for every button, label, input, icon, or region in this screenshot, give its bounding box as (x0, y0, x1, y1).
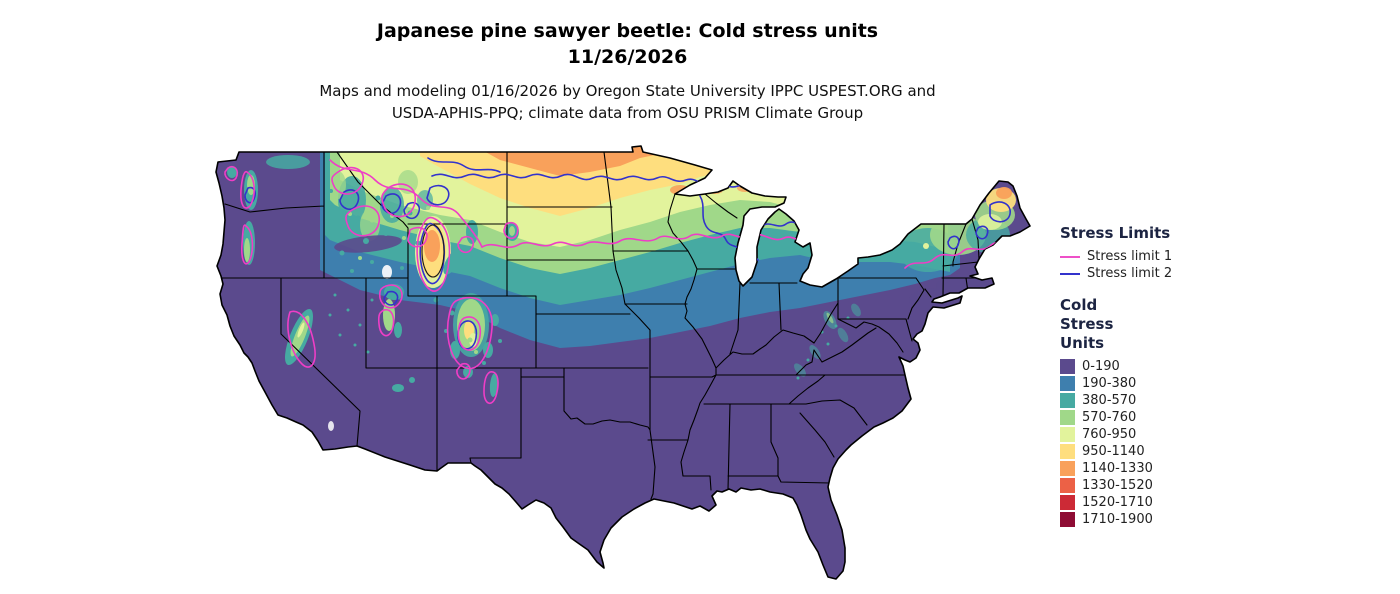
legend-range-label: 570-760 (1082, 410, 1137, 425)
us-outline (215, 145, 1031, 580)
color-swatch (1060, 410, 1075, 425)
legend-range-label: 0-190 (1082, 359, 1120, 374)
credits-line-1: Maps and modeling 01/16/2026 by Oregon S… (319, 82, 936, 100)
map-title: Japanese pine sawyer beetle: Cold stress… (376, 20, 879, 42)
legend: Stress Limits Stress limit 1 Stress limi… (1060, 224, 1195, 528)
title-block: Japanese pine sawyer beetle: Cold stress… (0, 18, 1255, 124)
color-swatch (1060, 512, 1075, 527)
legend-range-label: 1330-1520 (1082, 478, 1153, 493)
stress-limit-2-label: Stress limit 2 (1087, 266, 1173, 281)
color-swatch (1060, 393, 1075, 408)
legend-range-label: 380-570 (1082, 393, 1137, 408)
stress-limit-2-line-swatch (1060, 272, 1080, 275)
credits: Maps and modeling 01/16/2026 by Oregon S… (0, 80, 1255, 124)
legend-item: 190-380 (1060, 375, 1195, 392)
legend-range-label: 1140-1330 (1082, 461, 1153, 476)
legend-range-label: 1710-1900 (1082, 512, 1153, 527)
stress-limit-1-label: Stress limit 1 (1087, 249, 1173, 264)
credits-line-2: USDA-APHIS-PPQ; climate data from OSU PR… (391, 104, 864, 122)
legend-item: 570-760 (1060, 409, 1195, 426)
color-swatch (1060, 478, 1075, 493)
legend-item: 1520-1710 (1060, 494, 1195, 511)
map-date: 11/26/2026 (567, 46, 688, 68)
yellowstone-contour (421, 224, 445, 278)
legend-range-label: 1520-1710 (1082, 495, 1153, 510)
legend-item: 1330-1520 (1060, 477, 1195, 494)
color-swatch (1060, 495, 1075, 510)
color-swatch (1060, 359, 1075, 374)
legend-item: 1140-1330 (1060, 460, 1195, 477)
stress-limit-1-line-swatch (1060, 255, 1080, 258)
cold-stress-units-heading: Cold Stress Units (1060, 296, 1114, 352)
color-swatch (1060, 461, 1075, 476)
legend-item: 0-190 (1060, 358, 1195, 375)
legend-item: 760-950 (1060, 426, 1195, 443)
speckle-dots-green (348, 206, 478, 354)
legend-item: 950-1140 (1060, 443, 1195, 460)
color-swatch (1060, 444, 1075, 459)
legend-item: 380-570 (1060, 392, 1195, 409)
legend-item: 1710-1900 (1060, 511, 1195, 528)
stress-limits-heading: Stress Limits (1060, 224, 1171, 242)
stress-limit-2-contours (244, 157, 1011, 350)
legend-range-label: 760-950 (1082, 427, 1137, 442)
color-swatch (1060, 427, 1075, 442)
legend-range-label: 190-380 (1082, 376, 1137, 391)
legend-item-stress-limit-1: Stress limit 1 (1060, 248, 1195, 265)
legend-item-stress-limit-2: Stress limit 2 (1060, 265, 1195, 282)
legend-range-label: 950-1140 (1082, 444, 1145, 459)
color-swatch (1060, 376, 1075, 391)
